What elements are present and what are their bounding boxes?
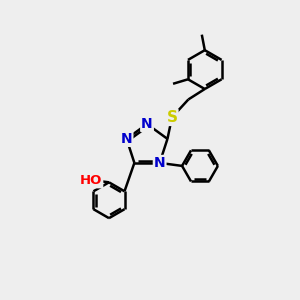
Text: HO: HO — [80, 174, 102, 187]
Text: N: N — [121, 132, 132, 146]
Text: N: N — [141, 117, 153, 131]
Text: N: N — [154, 156, 166, 170]
Text: S: S — [167, 110, 177, 125]
